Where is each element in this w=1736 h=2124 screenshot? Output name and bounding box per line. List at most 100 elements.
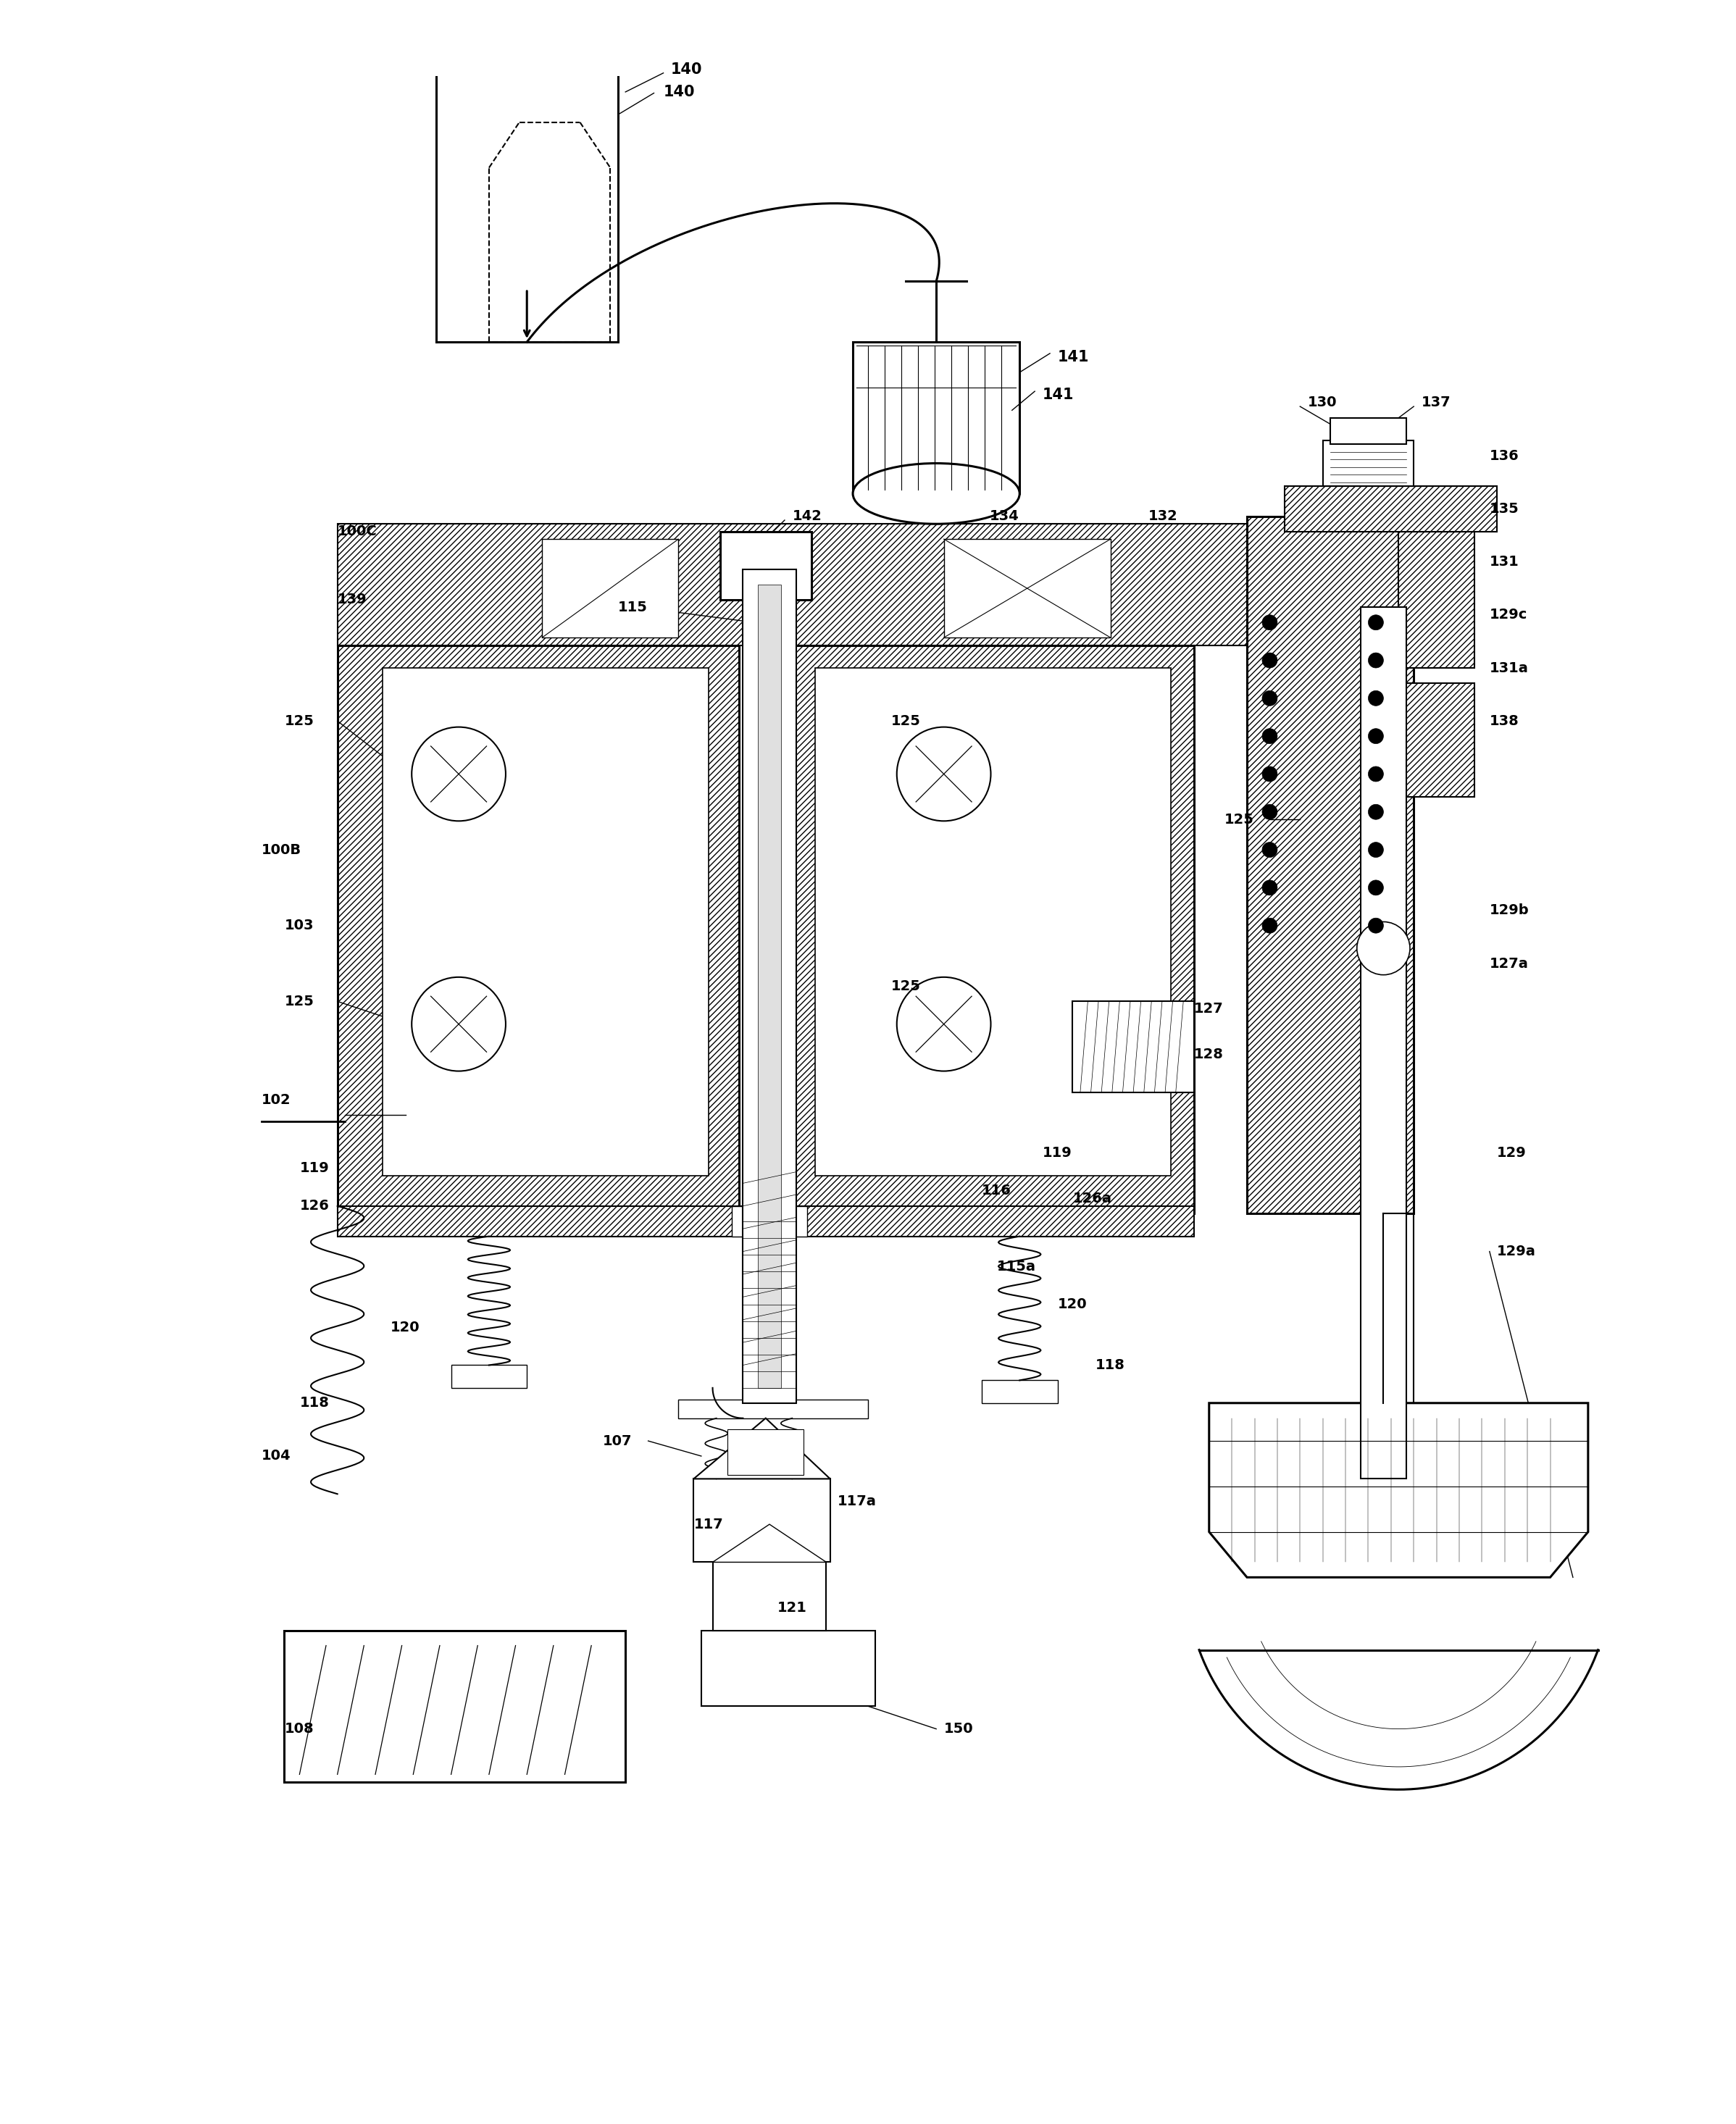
Text: 117a: 117a: [838, 1495, 877, 1508]
Circle shape: [1262, 805, 1278, 820]
Circle shape: [898, 726, 991, 822]
Text: 134: 134: [990, 510, 1019, 523]
Polygon shape: [694, 1419, 830, 1478]
Circle shape: [1262, 879, 1278, 896]
Text: 120: 120: [1057, 1298, 1087, 1311]
Text: 121: 121: [778, 1601, 807, 1614]
Text: 142: 142: [792, 510, 821, 523]
Bar: [1285, 486, 1496, 531]
Text: 120: 120: [391, 1321, 420, 1334]
Text: 141: 141: [1057, 350, 1088, 365]
Circle shape: [1262, 843, 1278, 858]
Circle shape: [1368, 652, 1384, 667]
Bar: [1330, 418, 1406, 444]
Text: 126: 126: [300, 1200, 330, 1213]
Bar: [731, 1206, 807, 1236]
Text: 125: 125: [1224, 813, 1253, 826]
Bar: [727, 1429, 804, 1474]
Text: 125: 125: [285, 994, 314, 1009]
Circle shape: [1368, 690, 1384, 705]
Bar: [759, 584, 781, 1387]
Bar: [1246, 516, 1413, 1213]
Bar: [694, 1478, 830, 1561]
Bar: [384, 667, 708, 1177]
Text: 131: 131: [1489, 554, 1519, 569]
Circle shape: [1262, 614, 1278, 631]
Text: 129: 129: [1496, 1147, 1526, 1160]
Ellipse shape: [852, 463, 1019, 525]
Text: 132: 132: [1149, 510, 1179, 523]
Bar: [337, 525, 1338, 646]
Text: 128: 128: [1194, 1047, 1224, 1062]
Bar: [743, 569, 797, 1404]
Circle shape: [1368, 805, 1384, 820]
Text: 125: 125: [891, 979, 920, 994]
Text: 130: 130: [1307, 395, 1337, 410]
Circle shape: [1262, 652, 1278, 667]
Text: 131a: 131a: [1489, 661, 1529, 675]
Circle shape: [1368, 729, 1384, 743]
Text: 125: 125: [285, 714, 314, 729]
Text: 129b: 129b: [1489, 903, 1529, 918]
Text: 102: 102: [262, 1094, 292, 1107]
Text: 103: 103: [285, 920, 314, 932]
Bar: [1073, 1000, 1194, 1092]
Bar: [679, 1400, 868, 1419]
Polygon shape: [1208, 1404, 1588, 1578]
Bar: [1361, 607, 1406, 1478]
Text: 115: 115: [618, 601, 648, 614]
Bar: [701, 1631, 875, 1706]
Text: 126a: 126a: [1073, 1192, 1111, 1204]
Bar: [778, 646, 1194, 1213]
Circle shape: [411, 726, 505, 822]
Text: 138: 138: [1489, 714, 1519, 729]
Bar: [337, 1206, 1194, 1236]
Bar: [944, 539, 1111, 637]
Circle shape: [411, 977, 505, 1070]
Text: 100B: 100B: [262, 843, 302, 856]
Text: 150: 150: [944, 1723, 974, 1735]
Bar: [814, 667, 1172, 1177]
Text: 104: 104: [262, 1449, 292, 1463]
Text: 141: 141: [1042, 389, 1075, 401]
Polygon shape: [712, 1525, 826, 1561]
Text: 129a: 129a: [1496, 1245, 1536, 1257]
Bar: [285, 1631, 625, 1782]
Bar: [852, 342, 1019, 493]
Bar: [337, 646, 740, 1213]
Circle shape: [1368, 879, 1384, 896]
Text: 129c: 129c: [1489, 607, 1528, 622]
Circle shape: [1368, 918, 1384, 932]
Text: 127: 127: [1194, 1003, 1224, 1015]
Circle shape: [1262, 918, 1278, 932]
Text: 127a: 127a: [1489, 956, 1529, 971]
Text: 125: 125: [891, 714, 920, 729]
Text: 117: 117: [694, 1517, 724, 1531]
Bar: [1399, 684, 1474, 796]
Text: 116: 116: [981, 1183, 1012, 1198]
Text: 139: 139: [337, 593, 366, 607]
Text: 140: 140: [663, 85, 694, 100]
Bar: [981, 1381, 1057, 1404]
Circle shape: [1368, 614, 1384, 631]
Text: 118: 118: [300, 1395, 330, 1410]
Circle shape: [1368, 843, 1384, 858]
Text: 107: 107: [602, 1434, 632, 1449]
Text: 140: 140: [670, 62, 703, 76]
Text: 108: 108: [285, 1723, 314, 1735]
Text: 115a: 115a: [996, 1260, 1036, 1274]
Text: 119: 119: [1042, 1147, 1071, 1160]
Bar: [720, 531, 811, 599]
Text: 119: 119: [300, 1162, 330, 1175]
Bar: [1399, 531, 1474, 667]
Circle shape: [1262, 729, 1278, 743]
Circle shape: [1358, 922, 1410, 975]
Text: 100C: 100C: [337, 525, 377, 537]
Text: 135: 135: [1489, 501, 1519, 516]
Bar: [712, 1561, 826, 1631]
Circle shape: [1368, 767, 1384, 782]
Bar: [451, 1366, 528, 1387]
Text: 136: 136: [1489, 448, 1519, 463]
Circle shape: [1262, 690, 1278, 705]
Circle shape: [1262, 767, 1278, 782]
